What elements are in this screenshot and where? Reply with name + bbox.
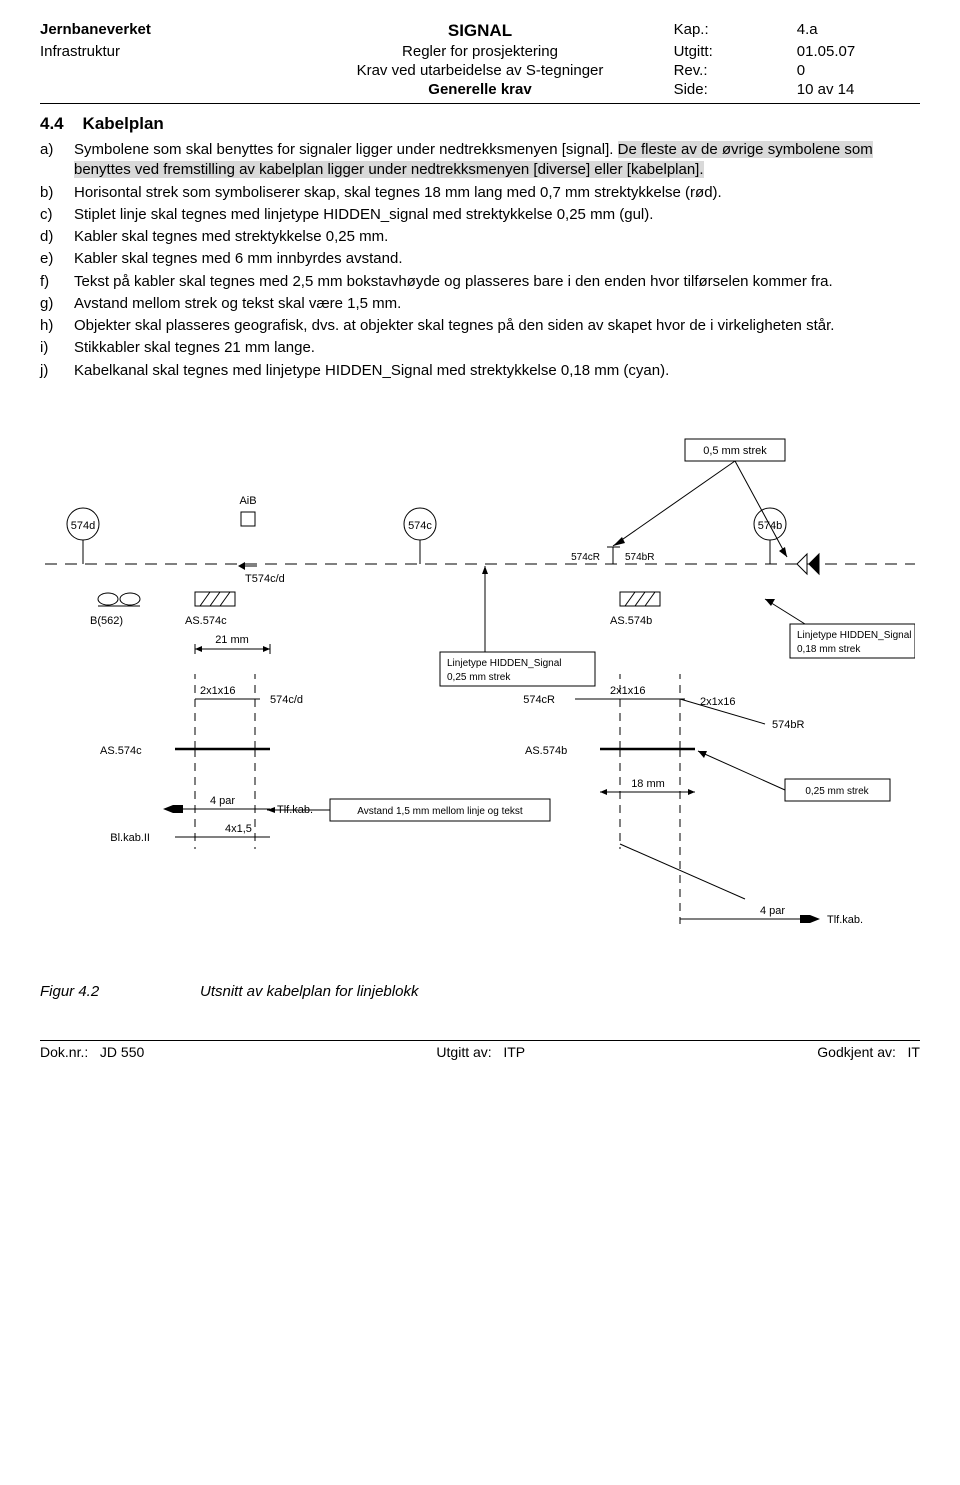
list-item-c: c) Stiplet linje skal tegnes med linjety… (40, 205, 920, 225)
svg-text:Bl.kab.II: Bl.kab.II (110, 832, 150, 844)
svg-text:4 par: 4 par (760, 905, 785, 917)
svg-text:AS.574b: AS.574b (525, 745, 567, 757)
svg-text:AiB: AiB (239, 495, 256, 507)
item-text: Stiplet linje skal tegnes med linjetype … (74, 205, 920, 225)
svg-text:2x1x16: 2x1x16 (700, 696, 735, 708)
svg-text:574cR: 574cR (523, 694, 555, 706)
list-item-g: g) Avstand mellom strek og tekst skal væ… (40, 294, 920, 314)
svg-text:Linjetype HIDDEN_Signal: Linjetype HIDDEN_Signal (797, 630, 912, 641)
doc-title2: Regler for prosjektering (286, 42, 673, 61)
svg-text:2x1x16: 2x1x16 (610, 685, 645, 697)
document-header: Jernbaneverket SIGNAL Kap.: 4.a Infrastr… (40, 20, 920, 99)
doknr: Dok.nr.: JD 550 (40, 1044, 144, 1060)
item-label: d) (40, 227, 74, 247)
svg-text:B(562): B(562) (90, 615, 123, 627)
item-text: Avstand mellom strek og tekst skal være … (74, 294, 920, 314)
doc-title4: Generelle krav (286, 80, 673, 99)
division: Infrastruktur (40, 42, 286, 61)
item-text: Kabler skal tegnes med 6 mm innbyrdes av… (74, 249, 920, 269)
svg-text:574d: 574d (71, 520, 95, 532)
item-label: a) (40, 140, 74, 181)
item-text: Tekst på kabler skal tegnes med 2,5 mm b… (74, 272, 920, 292)
utgitt-av: Utgitt av: ITP (436, 1044, 525, 1060)
document-footer: Dok.nr.: JD 550 Utgitt av: ITP Godkjent … (40, 1040, 920, 1060)
section-title: Kabelplan (83, 114, 164, 133)
svg-text:AS.574c: AS.574c (100, 745, 142, 757)
svg-text:Linjetype HIDDEN_Signal: Linjetype HIDDEN_Signal (447, 658, 562, 669)
svg-text:T574c/d: T574c/d (245, 573, 285, 585)
item-text: Kabler skal tegnes med strektykkelse 0,2… (74, 227, 920, 247)
list-item-j: j) Kabelkanal skal tegnes med linjetype … (40, 361, 920, 381)
svg-text:4 par: 4 par (210, 795, 235, 807)
item-text: Kabelkanal skal tegnes med linjetype HID… (74, 361, 920, 381)
svg-text:Tlf.kab.: Tlf.kab. (827, 914, 863, 926)
list-item-e: e) Kabler skal tegnes med 6 mm innbyrdes… (40, 249, 920, 269)
kap-label: Kap.: (674, 20, 797, 42)
svg-text:18 mm: 18 mm (631, 778, 665, 790)
svg-text:4x1,5: 4x1,5 (225, 823, 252, 835)
list-item-i: i) Stikkabler skal tegnes 21 mm lange. (40, 338, 920, 358)
svg-text:AS.574b: AS.574b (610, 615, 652, 627)
svg-text:AS.574c: AS.574c (185, 615, 227, 627)
figure-caption-text: Utsnitt av kabelplan for linjeblokk (200, 983, 418, 1000)
item-label: j) (40, 361, 74, 381)
rev-label: Rev.: (674, 61, 797, 80)
svg-text:0,5 mm strek: 0,5 mm strek (703, 445, 767, 457)
item-label: h) (40, 316, 74, 336)
rev-value: 0 (797, 61, 920, 80)
svg-text:2x1x16: 2x1x16 (200, 685, 235, 697)
item-text: Horisontal strek som symboliserer skap, … (74, 183, 920, 203)
side-label: Side: (674, 80, 797, 99)
list-item-f: f) Tekst på kabler skal tegnes med 2,5 m… (40, 272, 920, 292)
kap-value: 4.a (797, 20, 920, 42)
svg-text:574bR: 574bR (772, 719, 804, 731)
item-text: Objekter skal plasseres geografisk, dvs.… (74, 316, 920, 336)
item-label: b) (40, 183, 74, 203)
side-value: 10 av 14 (797, 80, 920, 99)
item-label: f) (40, 272, 74, 292)
figure-caption: Figur 4.2 Utsnitt av kabelplan for linje… (40, 983, 920, 1000)
utgitt-value: 01.05.07 (797, 42, 920, 61)
item-label: g) (40, 294, 74, 314)
svg-text:574cR: 574cR (571, 552, 600, 563)
list-item-b: b) Horisontal strek som symboliserer ska… (40, 183, 920, 203)
item-label: c) (40, 205, 74, 225)
svg-text:0,25 mm strek: 0,25 mm strek (805, 786, 869, 797)
svg-text:21 mm: 21 mm (215, 634, 249, 646)
godkjent-av: Godkjent av: IT (817, 1044, 920, 1060)
svg-text:Avstand 1,5 mm mellom linje og: Avstand 1,5 mm mellom linje og tekst (357, 806, 523, 817)
requirement-list: a) Symbolene som skal benyttes for signa… (40, 140, 920, 381)
list-item-d: d) Kabler skal tegnes med strektykkelse … (40, 227, 920, 247)
item-text: Stikkabler skal tegnes 21 mm lange. (74, 338, 920, 358)
item-text: Symbolene som skal benyttes for signaler… (74, 140, 920, 181)
item-label: e) (40, 249, 74, 269)
section-heading: 4.4 Kabelplan (40, 114, 920, 134)
doc-title-signal: SIGNAL (286, 20, 673, 42)
section-number: 4.4 (40, 114, 64, 133)
svg-text:574c/d: 574c/d (270, 694, 303, 706)
list-item-a: a) Symbolene som skal benyttes for signa… (40, 140, 920, 181)
org-name: Jernbaneverket (40, 20, 286, 42)
svg-text:0,18 mm strek: 0,18 mm strek (797, 644, 861, 655)
header-rule (40, 103, 920, 104)
item-label: i) (40, 338, 74, 358)
kabelplan-diagram: 574d 574c 574b AiB T574c/d 574cR 574bR B… (45, 399, 915, 969)
doc-title3: Krav ved utarbeidelse av S-tegninger (286, 61, 673, 80)
list-item-h: h) Objekter skal plasseres geografisk, d… (40, 316, 920, 336)
figure-number: Figur 4.2 (40, 983, 200, 1000)
svg-text:0,25 mm strek: 0,25 mm strek (447, 672, 511, 683)
utgitt-label: Utgitt: (674, 42, 797, 61)
svg-text:574c: 574c (408, 520, 432, 532)
figure-diagram: 574d 574c 574b AiB T574c/d 574cR 574bR B… (40, 399, 920, 969)
svg-text:574bR: 574bR (625, 552, 654, 563)
